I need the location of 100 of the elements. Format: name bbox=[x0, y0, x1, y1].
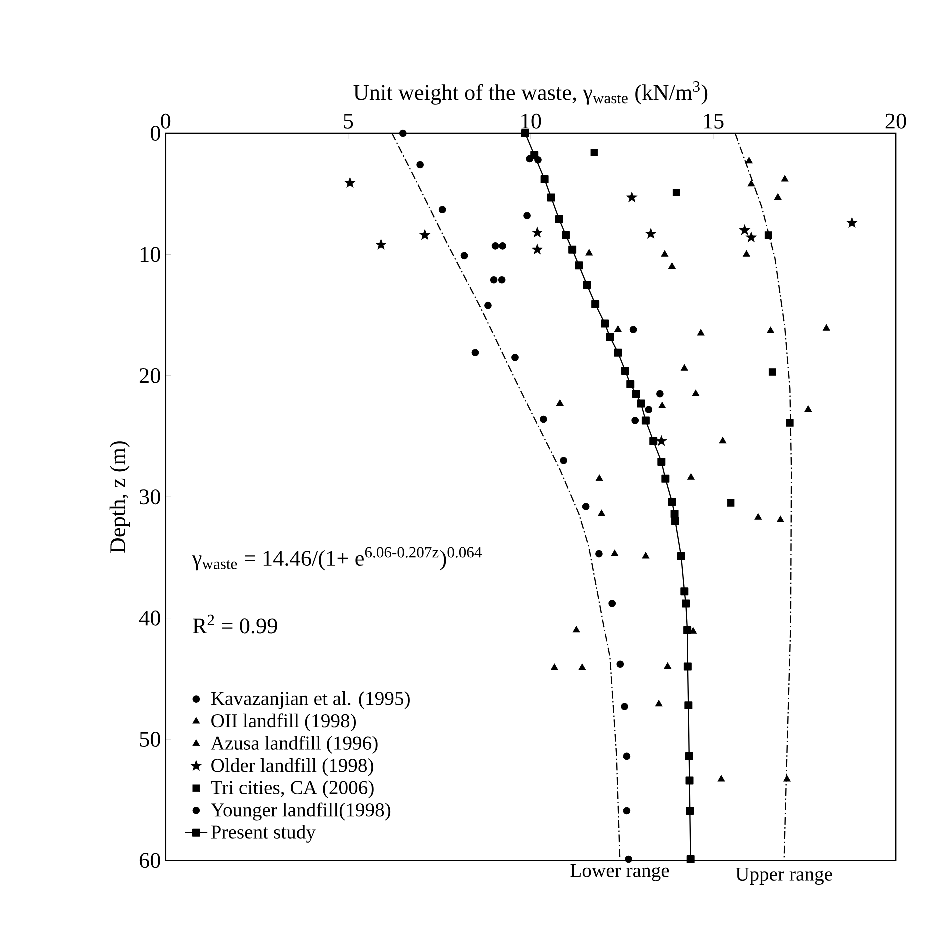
point bbox=[630, 326, 638, 334]
point bbox=[688, 473, 695, 480]
point bbox=[532, 244, 543, 254]
point bbox=[646, 228, 656, 239]
point bbox=[680, 364, 688, 371]
point bbox=[540, 416, 548, 424]
point bbox=[684, 626, 692, 634]
point bbox=[499, 242, 506, 250]
point bbox=[611, 550, 619, 556]
point bbox=[740, 224, 750, 235]
point bbox=[767, 326, 774, 334]
point bbox=[650, 437, 658, 446]
point bbox=[399, 130, 407, 138]
point bbox=[776, 516, 784, 522]
y-axis-title: Depth, z (m) bbox=[110, 441, 130, 553]
point bbox=[420, 230, 430, 240]
x-tick-label: 20 bbox=[886, 114, 906, 129]
point bbox=[743, 250, 750, 257]
point bbox=[774, 193, 782, 200]
point bbox=[596, 474, 604, 481]
point bbox=[658, 402, 666, 408]
y-tick-label: 60 bbox=[140, 853, 160, 868]
point bbox=[642, 552, 650, 559]
point bbox=[551, 664, 558, 670]
point bbox=[622, 366, 630, 375]
point bbox=[804, 405, 812, 412]
point bbox=[626, 192, 638, 202]
point bbox=[598, 510, 606, 516]
point bbox=[686, 776, 694, 785]
point bbox=[623, 807, 631, 815]
point bbox=[521, 129, 530, 138]
point bbox=[626, 380, 635, 388]
point bbox=[637, 400, 646, 408]
point bbox=[530, 151, 539, 160]
point bbox=[784, 775, 791, 782]
point bbox=[460, 252, 468, 260]
legend-label: Younger landfill(1998) bbox=[211, 802, 391, 821]
annotation: R$^{2}$ = 0.99 bbox=[193, 614, 278, 634]
point bbox=[524, 212, 531, 220]
point bbox=[592, 300, 600, 308]
x-tick-label: 10 bbox=[522, 114, 542, 129]
point bbox=[492, 242, 500, 250]
point bbox=[670, 510, 679, 518]
x-tick-label: 5 bbox=[344, 114, 354, 129]
point bbox=[642, 416, 650, 425]
point bbox=[498, 276, 506, 284]
point bbox=[621, 702, 628, 710]
point bbox=[662, 474, 670, 483]
point bbox=[344, 177, 356, 188]
point bbox=[583, 280, 592, 289]
point bbox=[686, 855, 695, 864]
point bbox=[540, 175, 549, 184]
y-tick-label: 0 bbox=[150, 126, 160, 141]
point bbox=[547, 194, 556, 202]
point bbox=[682, 600, 690, 608]
point bbox=[658, 458, 666, 466]
point bbox=[664, 662, 672, 669]
y-tick-label: 50 bbox=[140, 732, 160, 747]
y-tick-label: 30 bbox=[140, 489, 160, 504]
point bbox=[555, 215, 564, 224]
point bbox=[582, 502, 590, 510]
legend-label: Tri cities, CA (2006) bbox=[211, 780, 374, 798]
point bbox=[438, 206, 446, 214]
point bbox=[846, 217, 858, 228]
legend-label: Azusa landfill (1996) bbox=[210, 736, 378, 754]
x-tick-label: 0 bbox=[161, 114, 171, 129]
point bbox=[764, 231, 772, 239]
point bbox=[575, 261, 584, 270]
point bbox=[532, 227, 543, 238]
point bbox=[668, 498, 676, 506]
point bbox=[632, 390, 640, 398]
point bbox=[748, 180, 756, 186]
point bbox=[484, 302, 492, 310]
point bbox=[655, 700, 663, 706]
point bbox=[656, 436, 667, 446]
point bbox=[512, 354, 519, 362]
point bbox=[596, 550, 603, 558]
point bbox=[661, 250, 669, 257]
series-label: Lower range bbox=[570, 864, 670, 882]
annotation: γ$_{waste}$ = 14.46/(1+ e$^{6.06-0.207z}$)$^{0.064}$ bbox=[192, 547, 482, 570]
point bbox=[686, 806, 694, 815]
point bbox=[822, 324, 830, 331]
point bbox=[746, 157, 753, 164]
point bbox=[632, 416, 640, 424]
legend-label: Kavazanjian et al. (1995) bbox=[211, 691, 410, 710]
point bbox=[608, 600, 616, 608]
point bbox=[562, 231, 570, 240]
point bbox=[614, 325, 622, 332]
point bbox=[668, 262, 676, 269]
point bbox=[572, 626, 580, 632]
x-axis-title: Unit weight of the waste, γ$_{waste}$ (kN/m$^{3}$) bbox=[354, 81, 708, 105]
point bbox=[718, 775, 726, 782]
point bbox=[697, 329, 705, 336]
series-label: Upper range bbox=[736, 868, 832, 885]
point bbox=[672, 517, 680, 526]
point bbox=[656, 390, 664, 398]
point bbox=[684, 662, 692, 671]
point bbox=[768, 368, 776, 376]
point bbox=[672, 189, 680, 196]
point bbox=[625, 856, 632, 864]
